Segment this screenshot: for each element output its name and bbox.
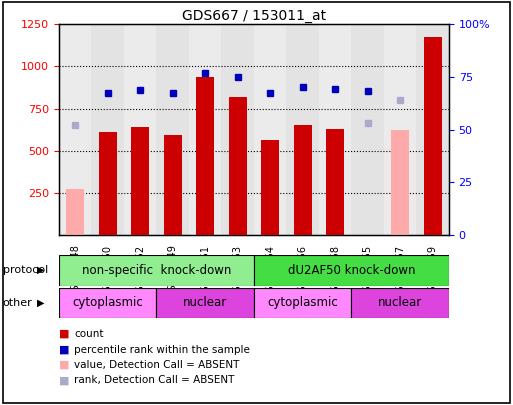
Text: non-specific  knock-down: non-specific knock-down: [82, 264, 231, 277]
Text: cytoplasmic: cytoplasmic: [72, 296, 143, 309]
Text: other: other: [3, 298, 32, 307]
Text: nuclear: nuclear: [183, 296, 227, 309]
Bar: [351, 24, 384, 235]
Bar: [326, 129, 344, 235]
Bar: [124, 24, 156, 235]
Bar: [59, 255, 254, 286]
Bar: [131, 127, 149, 235]
Bar: [196, 77, 214, 235]
Bar: [59, 288, 156, 318]
Bar: [59, 24, 91, 235]
Bar: [254, 255, 449, 286]
Bar: [229, 97, 247, 235]
Bar: [254, 24, 286, 235]
Bar: [164, 136, 182, 235]
Bar: [254, 288, 351, 318]
Bar: [286, 24, 319, 235]
Bar: [294, 126, 311, 235]
Bar: [384, 24, 417, 235]
Text: count: count: [74, 329, 104, 339]
Bar: [222, 24, 254, 235]
Bar: [417, 24, 449, 235]
Bar: [261, 140, 279, 235]
Text: percentile rank within the sample: percentile rank within the sample: [74, 345, 250, 354]
Title: GDS667 / 153011_at: GDS667 / 153011_at: [182, 9, 326, 23]
Text: ■: ■: [59, 345, 69, 354]
Text: ■: ■: [59, 360, 69, 370]
Text: protocol: protocol: [3, 265, 48, 275]
Bar: [351, 288, 449, 318]
Text: ■: ■: [59, 375, 69, 385]
Text: ■: ■: [59, 329, 69, 339]
Bar: [156, 288, 254, 318]
Text: rank, Detection Call = ABSENT: rank, Detection Call = ABSENT: [74, 375, 235, 385]
Bar: [391, 130, 409, 235]
Text: dU2AF50 knock-down: dU2AF50 knock-down: [288, 264, 415, 277]
Bar: [91, 24, 124, 235]
Text: ▶: ▶: [37, 265, 45, 275]
Bar: [424, 37, 442, 235]
Bar: [156, 24, 189, 235]
Text: ▶: ▶: [37, 298, 45, 307]
Bar: [189, 24, 222, 235]
Text: nuclear: nuclear: [378, 296, 422, 309]
Bar: [319, 24, 351, 235]
Bar: [66, 190, 84, 235]
Text: cytoplasmic: cytoplasmic: [267, 296, 338, 309]
Bar: [99, 132, 116, 235]
Text: value, Detection Call = ABSENT: value, Detection Call = ABSENT: [74, 360, 240, 370]
